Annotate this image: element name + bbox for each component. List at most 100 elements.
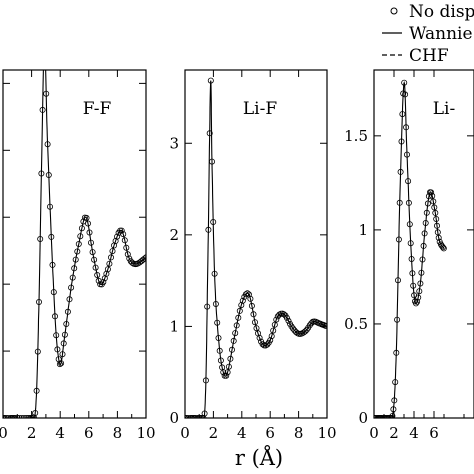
series-marker (72, 256, 79, 263)
series-marker (248, 302, 255, 309)
series-marker (389, 413, 396, 418)
series-marker (77, 233, 84, 240)
series-marker (250, 311, 257, 318)
series-marker (56, 361, 63, 368)
series-marker (21, 415, 27, 418)
legend-circle-marker (390, 7, 398, 15)
x-tick-label: 4 (409, 424, 419, 442)
legend-label-no-disp: No disp (409, 2, 474, 22)
series-marker (423, 209, 430, 216)
series-marker (206, 130, 213, 137)
series-marker (89, 249, 96, 256)
series-marker (236, 307, 243, 314)
series-marker (54, 346, 61, 353)
series-marker (194, 415, 201, 418)
series-marker (123, 244, 130, 251)
series-marker (283, 314, 290, 321)
series-marker (48, 233, 55, 240)
x-tick-label: 2 (209, 424, 219, 442)
series-marker (36, 298, 43, 305)
series-marker (185, 415, 192, 418)
series-marker (50, 289, 57, 296)
series-marker (124, 251, 131, 258)
legend-entry-wannie: Wannie (382, 24, 473, 44)
series-marker (433, 222, 440, 229)
series-marker (394, 316, 401, 323)
series-marker (30, 414, 37, 418)
x-tick-label: 0 (180, 424, 190, 442)
series-marker (280, 311, 287, 318)
series-marker (109, 248, 116, 255)
series-marker (395, 236, 402, 243)
series-marker (43, 46, 48, 51)
series-marker (114, 233, 121, 240)
series-marker (405, 178, 412, 185)
x-tick-label: 0 (369, 424, 379, 442)
series-marker (221, 372, 228, 379)
y-tick-label: 1 (169, 317, 179, 335)
series-marker (207, 77, 214, 84)
series-marker (117, 227, 124, 234)
series-marker (204, 303, 211, 310)
series-marker (214, 319, 221, 326)
x-tick-label: 10 (317, 424, 336, 442)
series-marker (421, 230, 428, 237)
series-marker (216, 347, 223, 354)
series-marker (227, 355, 234, 362)
series-marker (217, 357, 224, 364)
y-tick-label: 2 (169, 226, 179, 244)
series-marker (43, 90, 50, 97)
series-marker (285, 317, 292, 324)
series-marker (420, 242, 427, 249)
series-marker (66, 296, 73, 303)
series-marker (401, 79, 408, 86)
panel-label: Li- (433, 99, 455, 119)
series-marker (60, 340, 67, 347)
series-marker (25, 415, 32, 418)
legend-entry-chf: CHF (382, 46, 449, 66)
series-marker (71, 265, 78, 272)
series-marker (223, 372, 230, 379)
panel-1: 0 2 4 6 8 10 F-F (0, 46, 156, 442)
series-marker (3, 415, 9, 418)
series-marker (412, 300, 419, 307)
x-tick-label: 0 (0, 424, 8, 442)
series-marker (259, 341, 266, 348)
series-marker (416, 288, 423, 295)
series-marker (69, 274, 76, 281)
series-marker (16, 415, 23, 418)
series-marker (224, 369, 231, 376)
legend-label-chf: CHF (409, 46, 449, 66)
series-marker (41, 52, 46, 57)
series-marker (289, 325, 296, 332)
series-marker (439, 244, 446, 251)
series-marker (210, 218, 217, 225)
series-marker (64, 308, 71, 315)
series-marker (230, 337, 237, 344)
series-marker (61, 331, 68, 338)
series-marker (205, 226, 212, 233)
series-1 (185, 77, 327, 418)
series-marker (202, 377, 209, 384)
series-marker (394, 277, 401, 284)
series-line (374, 81, 445, 418)
series-marker (14, 415, 21, 418)
series-marker (273, 316, 280, 323)
plot-frame (2, 69, 147, 419)
series-marker (225, 363, 232, 370)
series-marker (396, 199, 403, 206)
series-marker (435, 234, 442, 241)
series-marker (52, 313, 59, 320)
series-marker (201, 410, 208, 417)
series-marker (267, 337, 274, 344)
series-marker (417, 280, 424, 287)
series-marker (120, 231, 127, 238)
series-marker (47, 203, 54, 210)
y-tick-label: 1 (358, 221, 368, 239)
series-marker (3, 415, 8, 418)
series-marker (220, 369, 227, 376)
x-tick-label: 6 (84, 424, 94, 442)
series-marker (415, 294, 422, 301)
series-marker (27, 415, 34, 418)
